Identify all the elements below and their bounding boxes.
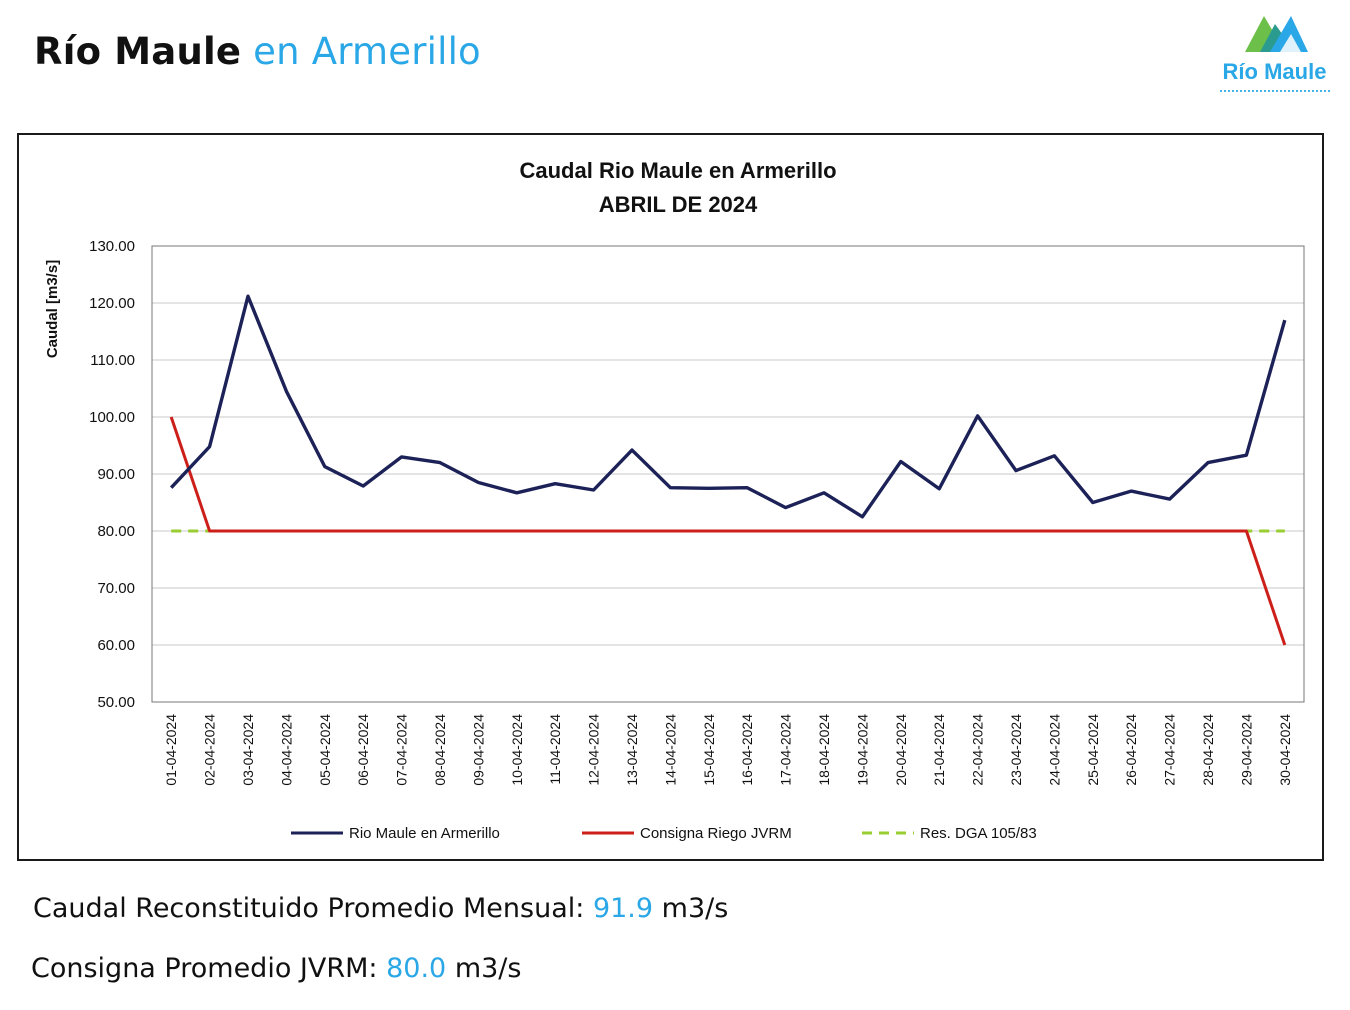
- y-tick-labels: 50.00 60.00 70.00 80.00 90.00 100.00 110.00 120…: [89, 238, 135, 711]
- chart-subtitle: ABRIL DE 2024: [599, 192, 758, 217]
- x-tick-label: 10-04-2024: [509, 714, 525, 786]
- logo-underline: [1220, 90, 1330, 95]
- x-tick-label: 28-04-2024: [1200, 714, 1216, 786]
- x-tick-label: 12-04-2024: [586, 714, 602, 786]
- x-tick-label: 16-04-2024: [739, 714, 755, 786]
- x-tick-label: 17-04-2024: [778, 714, 794, 786]
- series-line-rio-maule: [169, 294, 1287, 519]
- jvrm-average-unit: m3/s: [454, 953, 522, 984]
- y-tick-label: 80.00: [97, 523, 135, 540]
- x-tick-label: 09-04-2024: [470, 714, 486, 786]
- y-tick-label: 110.00: [90, 352, 135, 369]
- x-tick-label: 30-04-2024: [1277, 714, 1293, 786]
- legend-label: Consigna Riego JVRM: [640, 825, 792, 842]
- x-tick-label: 03-04-2024: [240, 714, 256, 786]
- line-chart: Caudal Rio Maule en Armerillo ABRIL DE 2…: [44, 158, 1305, 842]
- jvrm-average-label: Consigna Promedio JVRM:: [31, 953, 378, 984]
- x-tick-label: 20-04-2024: [893, 714, 909, 786]
- mountain-logo-icon: [1245, 16, 1308, 52]
- x-tick-label: 14-04-2024: [662, 714, 678, 786]
- x-tick-label: 29-04-2024: [1238, 714, 1254, 786]
- monthly-average-label: Caudal Reconstituido Promedio Mensual:: [33, 893, 585, 924]
- x-tick-label: 15-04-2024: [701, 714, 717, 786]
- chart-legend: Rio Maule en Armerillo Consigna Riego JVR…: [291, 825, 1037, 842]
- x-tick-label: 07-04-2024: [394, 714, 410, 786]
- monthly-average-unit: m3/s: [661, 893, 729, 924]
- x-tick-label: 18-04-2024: [816, 714, 832, 786]
- legend-label: Rio Maule en Armerillo: [349, 825, 500, 842]
- y-axis-label: Caudal [m3/s]: [44, 260, 61, 358]
- x-tick-label: 04-04-2024: [278, 714, 294, 786]
- x-tick-label: 22-04-2024: [970, 714, 986, 786]
- series-lines: [169, 294, 1287, 646]
- x-tick-label: 27-04-2024: [1162, 714, 1178, 786]
- page-title-main: Río Maule: [34, 30, 242, 73]
- plot-area-border: [151, 245, 1305, 703]
- x-tick-label: 01-04-2024: [163, 714, 179, 786]
- page-title: Río Maule en Armerillo: [34, 30, 481, 73]
- x-tick-label: 13-04-2024: [624, 714, 640, 786]
- y-tick-label: 50.00: [97, 694, 135, 711]
- jvrm-average-value: 80.0: [386, 953, 447, 984]
- y-tick-label: 120.00: [89, 295, 135, 312]
- x-tick-label: 02-04-2024: [202, 714, 218, 786]
- monthly-average-value: 91.9: [592, 893, 654, 924]
- x-tick-label: 25-04-2024: [1085, 714, 1101, 786]
- y-tick-label: 100.00: [89, 409, 135, 426]
- legend-label: Res. DGA 105/83: [920, 825, 1037, 842]
- x-tick-label: 26-04-2024: [1123, 714, 1139, 786]
- x-tick-label: 08-04-2024: [432, 714, 448, 786]
- gridlines: [151, 245, 1305, 703]
- x-tick-label: 24-04-2024: [1046, 714, 1062, 786]
- monthly-average-flow: Caudal Reconstituido Promedio Mensual: 9…: [33, 893, 728, 924]
- y-tick-label: 90.00: [97, 466, 135, 483]
- x-tick-label: 06-04-2024: [355, 714, 371, 786]
- series-line-consigna-jvrm: [169, 416, 1287, 646]
- x-tick-label: 11-04-2024: [547, 714, 563, 785]
- logo-text: Río Maule: [1222, 59, 1327, 84]
- y-tick-label: 60.00: [97, 637, 135, 654]
- x-tick-label: 19-04-2024: [854, 714, 870, 786]
- x-tick-labels: 01-04-2024 02-04-2024 03-04-2024 04-04-2024…: [163, 714, 1293, 786]
- x-tick-label: 23-04-2024: [1008, 714, 1024, 786]
- page-title-accent: en Armerillo: [253, 30, 481, 73]
- y-tick-label: 70.00: [97, 580, 135, 597]
- jvrm-average-setpoint: Consigna Promedio JVRM: 80.0 m3/s: [31, 953, 521, 984]
- y-tick-label: 130.00: [89, 238, 135, 255]
- x-tick-label: 05-04-2024: [317, 714, 333, 786]
- chart-title: Caudal Rio Maule en Armerillo: [519, 158, 836, 183]
- rio-maule-logo: Río Maule: [1212, 10, 1337, 100]
- chart-frame: Caudal Rio Maule en Armerillo ABRIL DE 2…: [17, 133, 1324, 861]
- x-tick-label: 21-04-2024: [931, 714, 947, 786]
